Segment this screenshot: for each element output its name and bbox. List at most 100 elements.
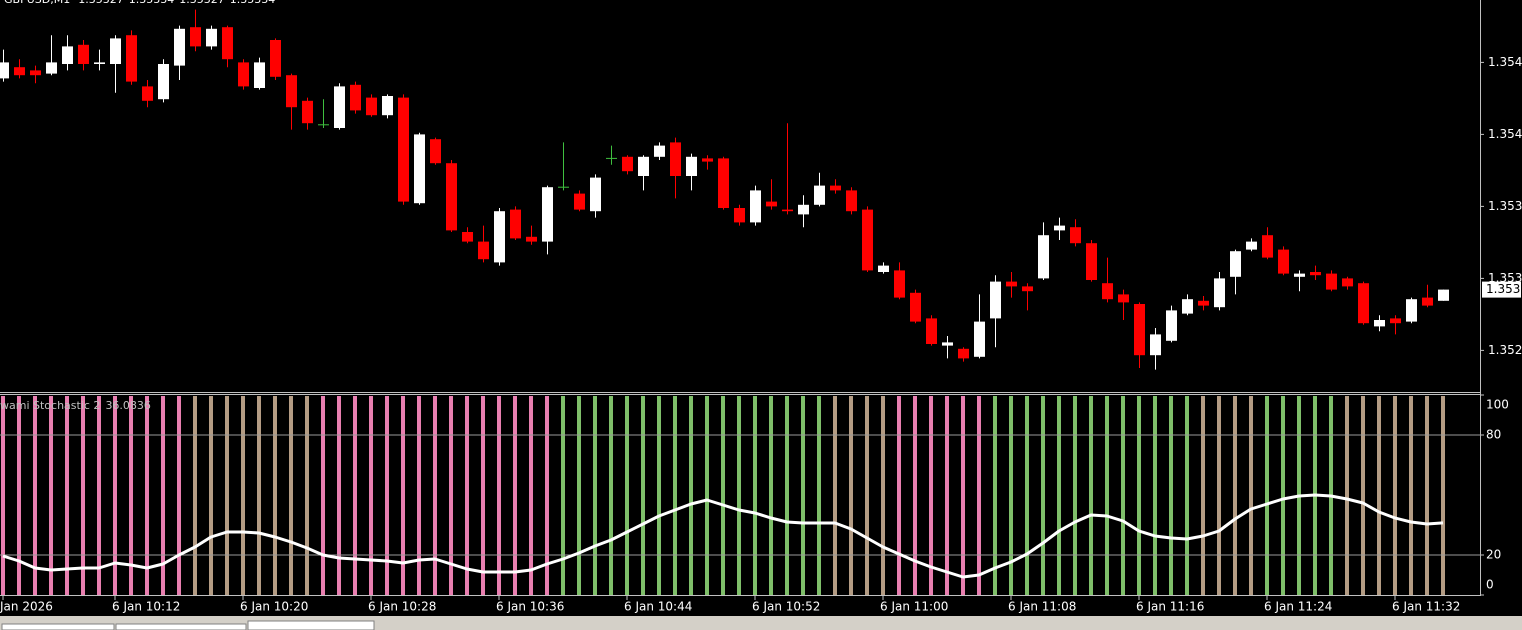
candle-body — [1262, 235, 1273, 258]
heatmap-bar — [1345, 396, 1349, 595]
heatmap-bar — [1361, 396, 1365, 595]
tab[interactable] — [1, 623, 115, 630]
heatmap-bar — [657, 396, 661, 595]
heatmap-bar — [1121, 396, 1125, 595]
candle-body — [1166, 310, 1177, 341]
heatmap-bar — [801, 396, 805, 595]
heatmap-bar — [481, 396, 485, 595]
candle-body — [158, 64, 169, 100]
indicator-header: wami Stochastic 2 36.0836 — [0, 399, 151, 412]
heatmap-bar — [401, 396, 405, 595]
candle-body — [654, 145, 665, 157]
candle-body — [142, 86, 153, 101]
candle-body — [766, 201, 777, 207]
heatmap-bar — [1249, 396, 1253, 595]
heatmap-bar — [833, 396, 837, 595]
heatmap-bar — [289, 396, 293, 595]
chart-title: GBPUSD,M1 — [4, 0, 70, 6]
candle-body — [734, 208, 745, 223]
candle-body — [110, 38, 121, 64]
candle-body — [302, 100, 313, 124]
candle-body — [398, 97, 409, 202]
heatmap-bar — [673, 396, 677, 595]
candle-body — [574, 193, 585, 210]
heatmap-bar — [641, 396, 645, 595]
header-low: 1.35327 — [179, 0, 225, 6]
heatmap-bar — [321, 396, 325, 595]
heatmap-bar — [913, 396, 917, 595]
heatmap-bar — [1025, 396, 1029, 595]
candle-body — [14, 67, 25, 76]
heatmap-bar — [385, 396, 389, 595]
indicator-title: wami Stochastic 2 — [0, 399, 100, 412]
heatmap-bar — [65, 396, 69, 595]
y-tick-label: 1.354 — [1488, 55, 1522, 69]
tab[interactable] — [115, 623, 247, 630]
heatmap-bar — [721, 396, 725, 595]
candle-body — [1038, 235, 1049, 279]
heatmap-bar — [577, 396, 581, 595]
heatmap-bar — [1153, 396, 1157, 595]
heatmap-bar — [1393, 396, 1397, 595]
heatmap-bar — [1281, 396, 1285, 595]
current-price-box — [1482, 281, 1521, 298]
heatmap-bar — [113, 396, 117, 595]
candle-body — [478, 241, 489, 260]
x-tick-label: 6 Jan 10:12 — [112, 600, 180, 614]
header-high: 1.35334 — [129, 0, 175, 6]
candle-body — [510, 209, 521, 239]
candle-body — [1326, 273, 1337, 290]
candle-body — [446, 163, 457, 231]
stochastic-line — [2, 493, 1444, 579]
heatmap-bar — [81, 396, 85, 595]
heatmap-bar — [865, 396, 869, 595]
heatmap-bar — [129, 396, 133, 595]
candle-body — [94, 62, 105, 64]
candle-body — [1230, 251, 1241, 277]
candle-body — [1022, 286, 1033, 292]
candle-body — [254, 62, 265, 88]
heatmap-bar — [881, 396, 885, 595]
heatmap-bar — [161, 396, 165, 595]
candle-body — [622, 156, 633, 172]
heatmap-bar — [353, 396, 357, 595]
heatmap-bar — [561, 396, 565, 595]
tab-bar — [0, 616, 1522, 630]
heatmap-bar — [449, 396, 453, 595]
candle-body — [862, 209, 873, 271]
y-tick-label: 1.353 — [1488, 199, 1522, 213]
candle-body — [830, 185, 841, 191]
candle-body — [414, 134, 425, 204]
x-tick-label: 6 Jan 11:08 — [1008, 600, 1076, 614]
heatmap-bar — [1185, 396, 1189, 595]
heatmap-bar — [1137, 396, 1141, 595]
candle-body — [926, 318, 937, 344]
candle-body — [990, 281, 1001, 319]
x-tick-label: Jan 2026 — [0, 600, 53, 614]
tab-active[interactable] — [247, 620, 375, 630]
heatmap-bar — [1041, 396, 1045, 595]
candle-body — [0, 62, 9, 79]
heatmap-bar — [177, 396, 181, 595]
y-tick-label: 20 — [1486, 548, 1501, 562]
candle-body — [1118, 294, 1129, 303]
heatmap-bar — [817, 396, 821, 595]
candle-body — [1150, 334, 1161, 356]
candle-body — [638, 156, 649, 176]
y-tick-label: 1.354 — [1488, 127, 1522, 141]
heatmap-bar — [1201, 396, 1205, 595]
heatmap-bar — [257, 396, 261, 595]
heatmap-bar — [1057, 396, 1061, 595]
indicator-value: 36.0836 — [105, 399, 151, 412]
candle-body — [1310, 272, 1321, 276]
candle-body — [430, 139, 441, 164]
candle-body — [1182, 299, 1193, 314]
heatmap-bar — [1233, 396, 1237, 595]
heatmap-bar — [273, 396, 277, 595]
heatmap-bar — [193, 396, 197, 595]
candle-body — [782, 209, 793, 212]
x-tick-label: 6 Jan 10:20 — [240, 600, 308, 614]
heatmap-bar — [593, 396, 597, 595]
candle-body — [718, 158, 729, 208]
candle-body — [702, 158, 713, 162]
